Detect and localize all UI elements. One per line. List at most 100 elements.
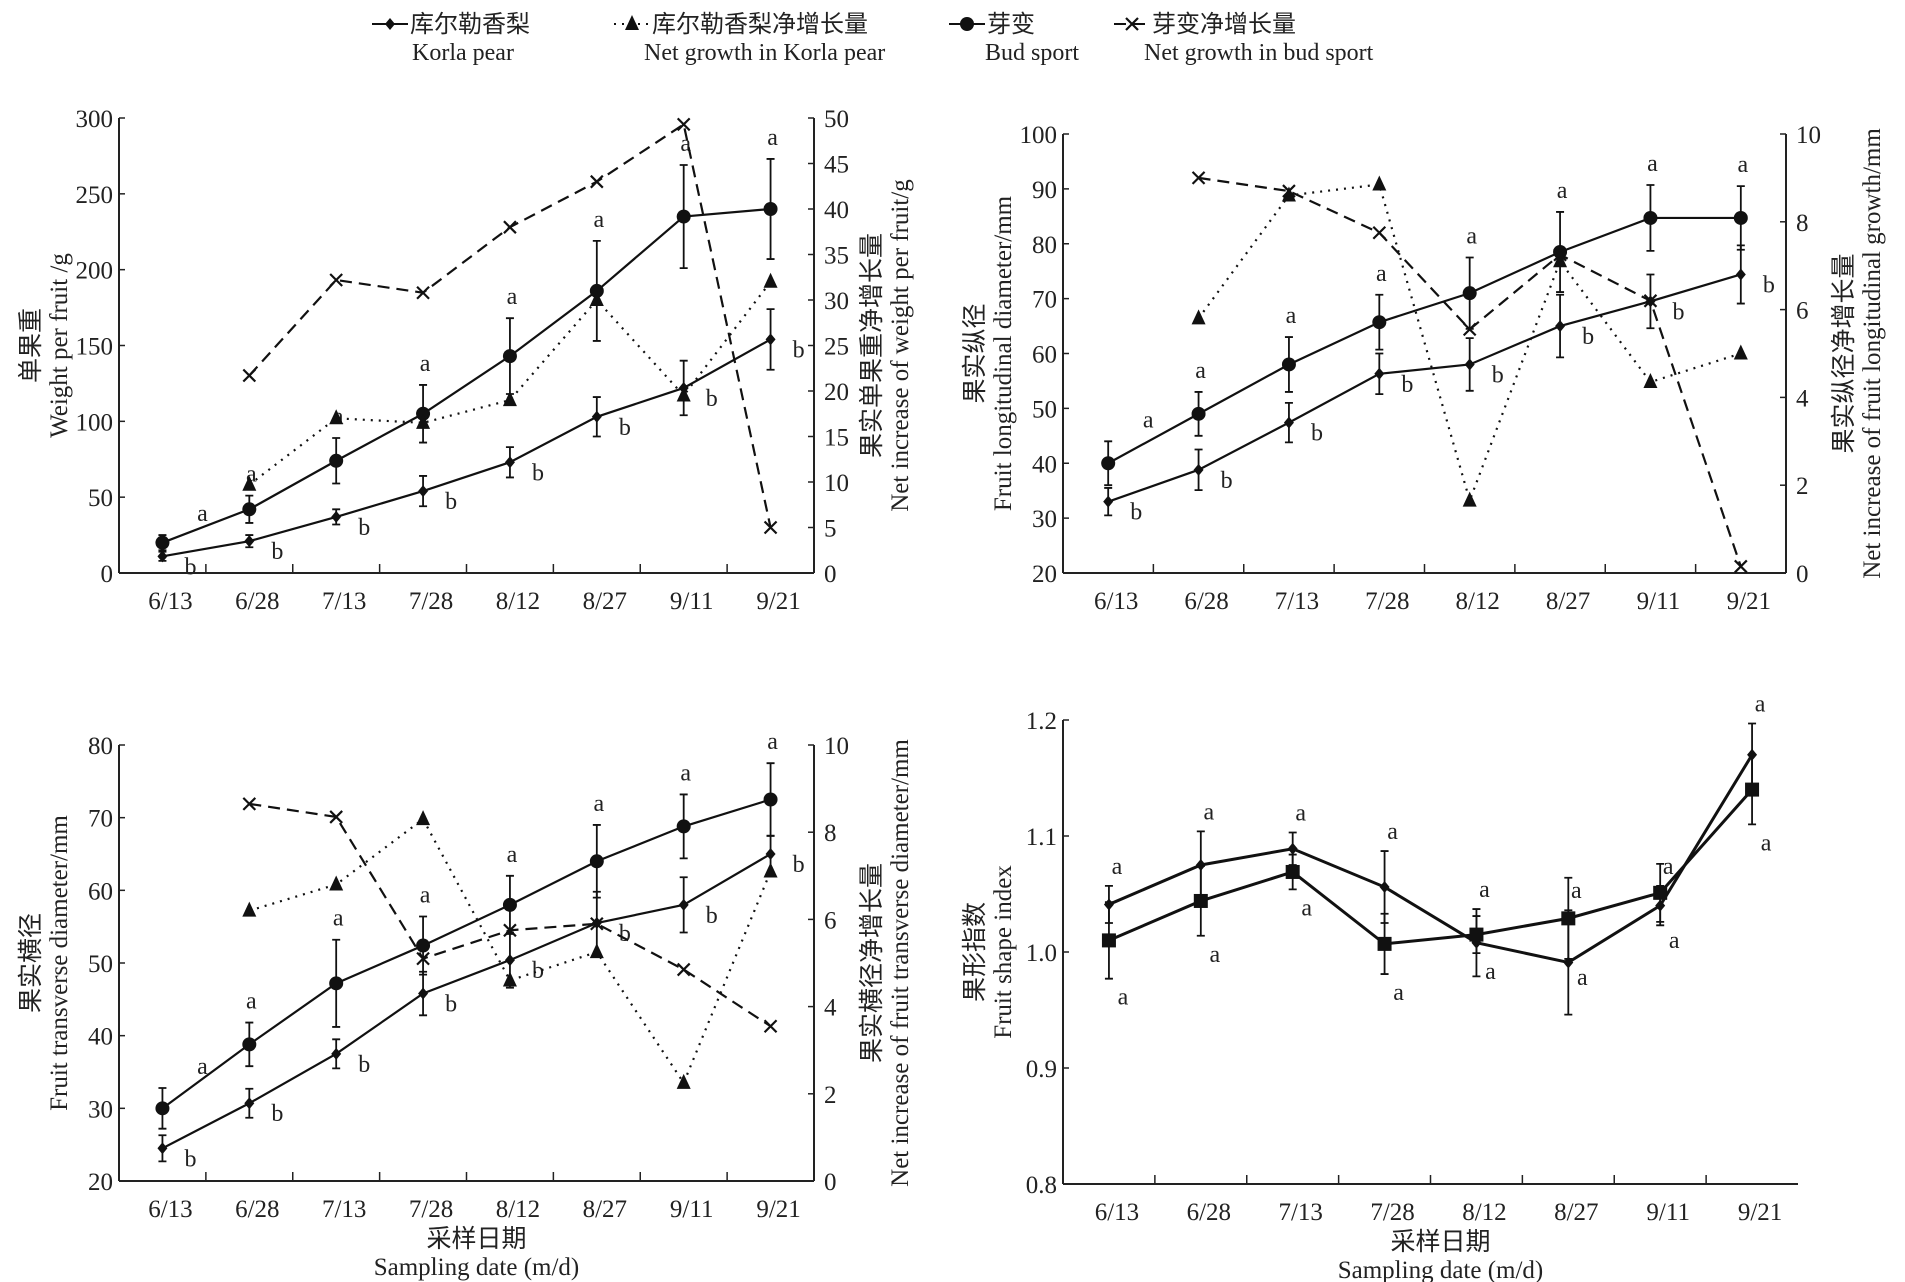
significance-letter: a [1761,830,1772,856]
data-point [1103,495,1114,508]
significance-letter: a [333,906,344,932]
data-point [763,862,778,878]
y-tick-label: 20 [1032,561,1057,588]
series-line [1108,788,1754,946]
y-axis-label-zh: 果实纵径 [961,303,989,403]
y-tick-label: 0 [101,561,114,588]
x-tick-label: 7/28 [409,588,453,615]
y-tick-label: 100 [1020,122,1058,149]
data-point [676,819,691,834]
significance-letter: a [593,207,604,233]
chart-2: 20 30 40 50 60 70 80 90 100 0 2 4 6 8 10 6/13 6/28 7/13 7/… [961,122,1886,615]
x-tick-label: 7/28 [1365,588,1409,615]
significance-letter: b [706,386,718,412]
significance-letter: b [184,554,196,580]
legend-label-en: Net growth in Korla pear [644,40,885,66]
x-tick-label: 9/21 [1727,588,1771,615]
x-tick-label: 7/28 [1370,1199,1414,1226]
data-point [502,349,517,364]
y2-tick-label: 0 [1796,561,1809,588]
y2-tick-label: 35 [824,243,849,270]
y-tick-label: 150 [76,334,114,361]
x-tick-label: 8/27 [583,588,627,615]
y-tick-label: 80 [88,733,113,760]
y2-tick-label: 8 [1796,210,1809,237]
data-point [1734,559,1748,574]
x-tick-label: 8/27 [1554,1199,1598,1226]
y-tick-label: 50 [88,951,113,978]
significance-letter: a [1393,980,1404,1006]
data-point [416,413,431,429]
data-point [676,962,691,977]
significance-letter: a [1577,965,1588,991]
data-point [590,174,604,189]
significance-letter: a [1479,877,1490,903]
data-point [1372,315,1387,330]
y-axis-label: Fruit longitudinal diameter/mm [990,195,1017,511]
significance-letter: a [680,131,691,157]
data-point [1101,933,1116,948]
significance-letter: a [1663,854,1674,880]
x-tick-label: 8/12 [496,588,540,615]
y-tick-label: 50 [1032,396,1057,423]
significance-letter: a [593,791,604,817]
series-line [162,338,772,558]
y2-tick-label: 2 [1796,473,1809,500]
y2-tick-label: 20 [824,379,849,406]
significance-letter: a [1301,895,1312,921]
data-point [329,810,343,824]
y-tick-label: 200 [76,258,114,285]
data-point [676,386,691,402]
data-point [1553,247,1567,262]
y2-tick-label: 0 [824,561,837,588]
y2-axis-label-zh: 果实单果重净增长量 [858,233,886,458]
data-point [157,550,168,563]
data-point [242,797,257,811]
y2-tick-label: 10 [824,470,849,497]
data-point [416,406,431,421]
x-tick-label: 9/21 [756,588,800,615]
x-tick-label: 9/11 [670,588,714,615]
significance-letter: a [197,501,208,527]
x-tick-label: 6/28 [1184,588,1228,615]
data-point [763,202,778,216]
significance-letter: b [1763,272,1775,298]
significance-letter: a [1295,801,1306,827]
significance-letter: a [1195,358,1206,384]
significance-letter: a [420,882,431,908]
significance-letter: a [1376,261,1387,287]
data-point [416,285,430,300]
y2-axis-label: Net increase of fruit longitudinal growt… [1859,128,1886,579]
y2-axis-label-zh: 果实横径净增长量 [858,863,886,1063]
chart-4: 0.8 0.9 1.0 1.1 1.2 6/13 6/28 7/13 7/28 8/12 8/27 9… [961,691,1798,1282]
data-point [1281,186,1296,202]
data-point [418,485,429,498]
data-point [244,1097,255,1110]
significance-letter: b [793,852,805,878]
x-axis-label: Sampling date (m/d) [374,1254,580,1281]
y-tick-label: 60 [88,878,113,905]
x-tick-label: 8/12 [496,1196,540,1223]
significance-letter: a [197,1054,208,1080]
significance-letter: b [1130,500,1142,526]
x-tick-label: 9/11 [1646,1199,1690,1226]
x-tick-label: 6/13 [1095,1199,1139,1226]
y-tick-label: 30 [1032,506,1057,533]
data-point [1191,171,1206,185]
data-point [1287,842,1298,855]
y2-tick-label: 5 [824,516,837,543]
data-point [589,291,604,306]
y2-tick-label: 6 [824,907,837,934]
data-point [504,456,515,469]
y-tick-label: 250 [76,182,114,209]
significance-letter: b [1401,372,1413,398]
data-point [503,923,517,938]
data-point [502,897,517,912]
significance-letter: b [1311,421,1323,447]
data-point [1193,893,1208,908]
x-axis-label: Sampling date (m/d) [1338,1257,1544,1282]
data-point [1195,859,1206,871]
